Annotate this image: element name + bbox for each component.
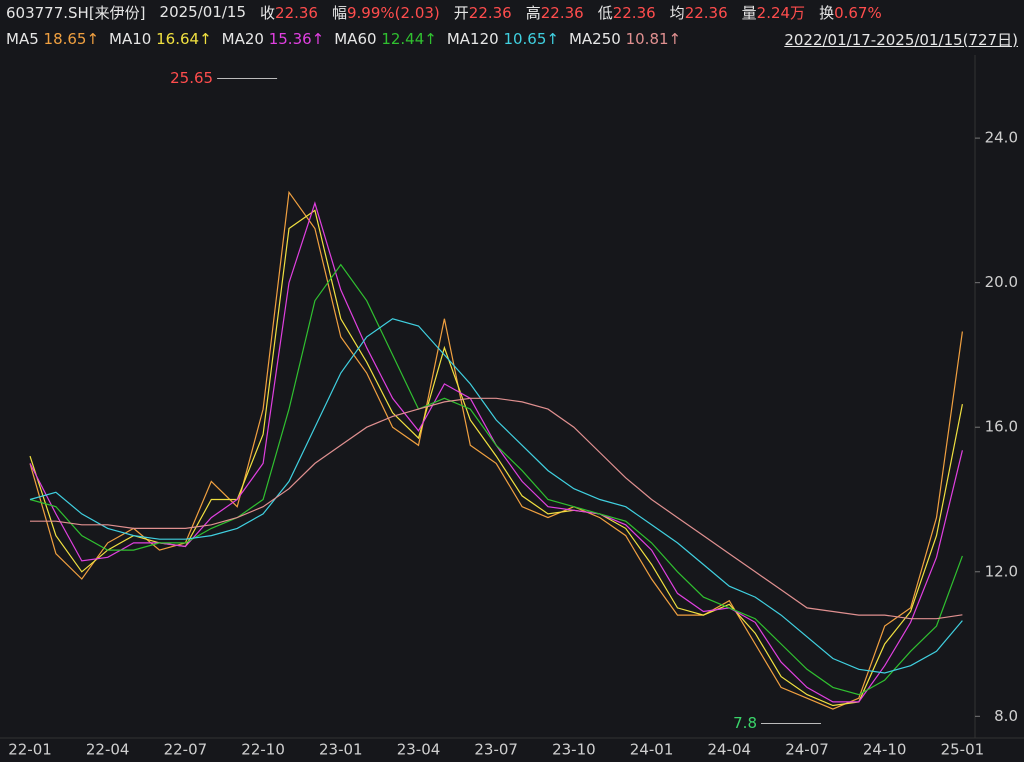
quote-value: 0.67%: [834, 3, 882, 22]
annotation-label: 7.8: [733, 714, 757, 732]
legend-name: MA20: [221, 30, 264, 48]
quote-value: 22.36: [684, 3, 728, 22]
quote-label: 603777.SH[来伊份]: [6, 3, 146, 22]
legend-value: 10.65↑: [503, 30, 559, 48]
legend-value: 15.36↑: [268, 30, 325, 48]
quote-value: 22.36: [468, 3, 512, 22]
quote-item: 幅9.99%(2.03): [332, 2, 440, 23]
ma-line: [30, 397, 963, 620]
legend-name: MA5: [6, 30, 39, 48]
x-tick-label: 24-07: [785, 741, 829, 759]
quote-item: 高22.36: [526, 2, 584, 23]
ma-line: [29, 263, 963, 696]
x-tick-label: 24-10: [863, 741, 907, 759]
ma-line: [29, 318, 963, 674]
quote-item: 收22.36: [260, 2, 318, 23]
legend-entry: MA5 18.65↑: [6, 30, 99, 48]
quote-label: 低: [597, 3, 613, 22]
legend-value: 12.44↑: [381, 30, 437, 48]
legend-value: 18.65↑: [43, 30, 100, 48]
quote-value: 22.36: [612, 3, 656, 22]
x-tick-label: 25-01: [941, 741, 985, 759]
x-tick-label: 24-04: [708, 741, 752, 759]
ma-legend: MA5 18.65↑ MA10 16.64↑ MA20 15.36↑ MA60 12.…: [6, 27, 1018, 51]
quote-item: 均22.36: [670, 2, 728, 23]
ma-line: [29, 190, 963, 710]
x-tick-label: 22-01: [8, 741, 52, 759]
y-tick-label: 8.0: [994, 707, 1018, 725]
quote-label: 均: [669, 3, 685, 22]
quote-item: 2025/01/15: [160, 3, 246, 21]
x-tick-label: 22-10: [241, 741, 285, 759]
quote-value: 9.99%(2.03): [347, 3, 440, 22]
quote-header: 603777.SH[来伊份] 2025/01/15 收22.36 幅9.99%(2.0…: [6, 0, 896, 24]
y-tick-label: 20.0: [985, 273, 1018, 291]
quote-label: 换: [819, 3, 835, 22]
x-tick-label: 22-04: [86, 741, 130, 759]
legend-entry: MA60 12.44↑: [334, 30, 437, 48]
quote-item: 量2.24万: [742, 2, 805, 23]
y-tick-label: 12.0: [985, 562, 1018, 580]
x-tick-label: 22-07: [164, 741, 208, 759]
quote-item: 低22.36: [598, 2, 656, 23]
legend-name: MA60: [334, 30, 377, 48]
quote-label: 收: [260, 3, 276, 22]
quote-label: 开: [453, 3, 469, 22]
quote-value: 22.36: [275, 3, 318, 22]
quote-label: 高: [525, 3, 541, 22]
x-tick-label: 24-01: [630, 741, 674, 759]
ma-line: [29, 209, 963, 707]
legend-name: MA10: [109, 30, 152, 48]
legend-value: 16.64↑: [156, 30, 212, 48]
quote-item: 603777.SH[来伊份]: [6, 2, 146, 23]
quote-label: 2025/01/15: [159, 3, 247, 21]
ma-line: [29, 201, 963, 703]
legend-value: 10.81↑: [625, 30, 682, 48]
x-tick-label: 23-04: [397, 741, 441, 759]
y-tick-label: 24.0: [985, 129, 1018, 147]
legend-entry: MA20 15.36↑: [222, 30, 325, 48]
legend-name: MA250: [568, 30, 621, 48]
legend-entry: MA120 10.65↑: [447, 30, 559, 48]
quote-label: 幅: [331, 3, 347, 22]
quote-value: 22.36: [540, 3, 584, 22]
quote-label: 量: [741, 3, 757, 22]
legend-entry: MA10 16.64↑: [109, 30, 212, 48]
x-tick-label: 23-10: [552, 741, 596, 759]
y-tick-label: 16.0: [985, 418, 1018, 436]
legend-name: MA120: [446, 30, 499, 48]
quote-item: 开22.36: [454, 2, 512, 23]
x-tick-label: 23-01: [319, 741, 363, 759]
date-range[interactable]: 2022/01/17-2025/01/15(727日): [784, 30, 1018, 49]
legend-entry: MA250 10.81↑: [569, 30, 681, 48]
x-tick-label: 23-07: [474, 741, 518, 759]
annotation-label: 25.65: [170, 69, 213, 87]
quote-value: 2.24万: [756, 3, 806, 22]
quote-item: 换0.67%: [819, 2, 882, 23]
